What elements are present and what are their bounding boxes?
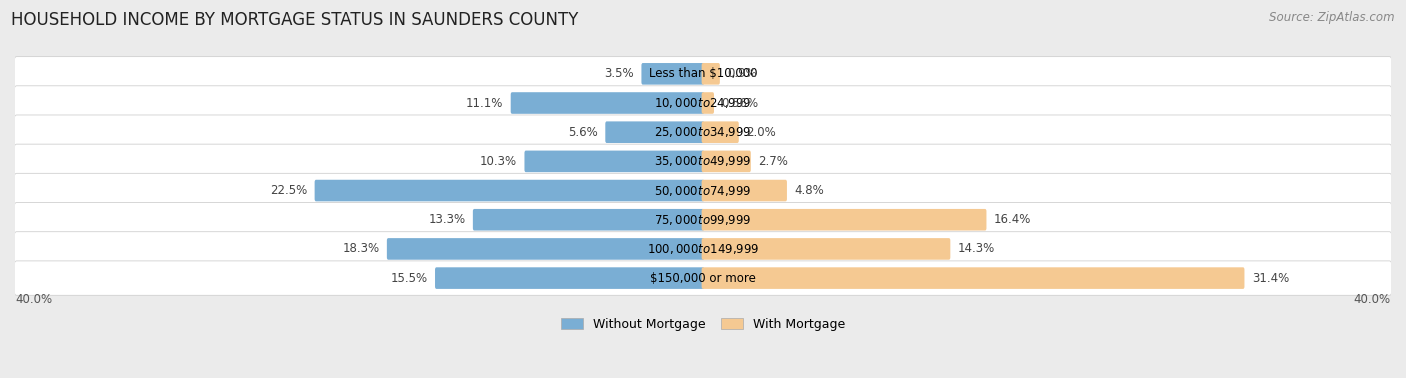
Text: 40.0%: 40.0% (15, 293, 52, 306)
Text: 31.4%: 31.4% (1251, 272, 1289, 285)
Text: $25,000 to $34,999: $25,000 to $34,999 (654, 125, 752, 139)
Text: 14.3%: 14.3% (957, 242, 995, 256)
FancyBboxPatch shape (315, 180, 704, 201)
FancyBboxPatch shape (641, 63, 704, 85)
Text: 2.0%: 2.0% (747, 126, 776, 139)
Text: 22.5%: 22.5% (270, 184, 308, 197)
FancyBboxPatch shape (702, 180, 787, 201)
FancyBboxPatch shape (702, 238, 950, 260)
Text: 11.1%: 11.1% (467, 96, 503, 110)
FancyBboxPatch shape (702, 121, 738, 143)
FancyBboxPatch shape (14, 203, 1392, 237)
Text: Source: ZipAtlas.com: Source: ZipAtlas.com (1270, 11, 1395, 24)
Text: 10.3%: 10.3% (479, 155, 517, 168)
FancyBboxPatch shape (702, 267, 1244, 289)
FancyBboxPatch shape (14, 261, 1392, 295)
FancyBboxPatch shape (14, 86, 1392, 120)
FancyBboxPatch shape (14, 232, 1392, 266)
Text: 0.56%: 0.56% (721, 96, 758, 110)
Text: $100,000 to $149,999: $100,000 to $149,999 (647, 242, 759, 256)
Text: $10,000 to $24,999: $10,000 to $24,999 (654, 96, 752, 110)
FancyBboxPatch shape (510, 92, 704, 114)
Text: 16.4%: 16.4% (994, 213, 1031, 226)
FancyBboxPatch shape (702, 209, 987, 231)
Text: 3.5%: 3.5% (605, 67, 634, 81)
Text: HOUSEHOLD INCOME BY MORTGAGE STATUS IN SAUNDERS COUNTY: HOUSEHOLD INCOME BY MORTGAGE STATUS IN S… (11, 11, 579, 29)
FancyBboxPatch shape (14, 174, 1392, 208)
Text: 5.6%: 5.6% (568, 126, 598, 139)
FancyBboxPatch shape (14, 57, 1392, 91)
Text: 13.3%: 13.3% (429, 213, 465, 226)
Text: $50,000 to $74,999: $50,000 to $74,999 (654, 184, 752, 198)
Text: $75,000 to $99,999: $75,000 to $99,999 (654, 213, 752, 227)
Text: $150,000 or more: $150,000 or more (650, 272, 756, 285)
FancyBboxPatch shape (702, 92, 714, 114)
FancyBboxPatch shape (702, 150, 751, 172)
Text: 40.0%: 40.0% (1354, 293, 1391, 306)
Text: Less than $10,000: Less than $10,000 (648, 67, 758, 81)
FancyBboxPatch shape (14, 115, 1392, 149)
Text: 2.7%: 2.7% (758, 155, 787, 168)
FancyBboxPatch shape (14, 144, 1392, 178)
FancyBboxPatch shape (387, 238, 704, 260)
Text: 0.9%: 0.9% (727, 67, 756, 81)
Text: 4.8%: 4.8% (794, 184, 824, 197)
FancyBboxPatch shape (606, 121, 704, 143)
FancyBboxPatch shape (524, 150, 704, 172)
Text: 15.5%: 15.5% (391, 272, 427, 285)
Legend: Without Mortgage, With Mortgage: Without Mortgage, With Mortgage (557, 314, 849, 335)
FancyBboxPatch shape (702, 63, 720, 85)
Text: 18.3%: 18.3% (343, 242, 380, 256)
FancyBboxPatch shape (434, 267, 704, 289)
Text: $35,000 to $49,999: $35,000 to $49,999 (654, 154, 752, 168)
FancyBboxPatch shape (472, 209, 704, 231)
